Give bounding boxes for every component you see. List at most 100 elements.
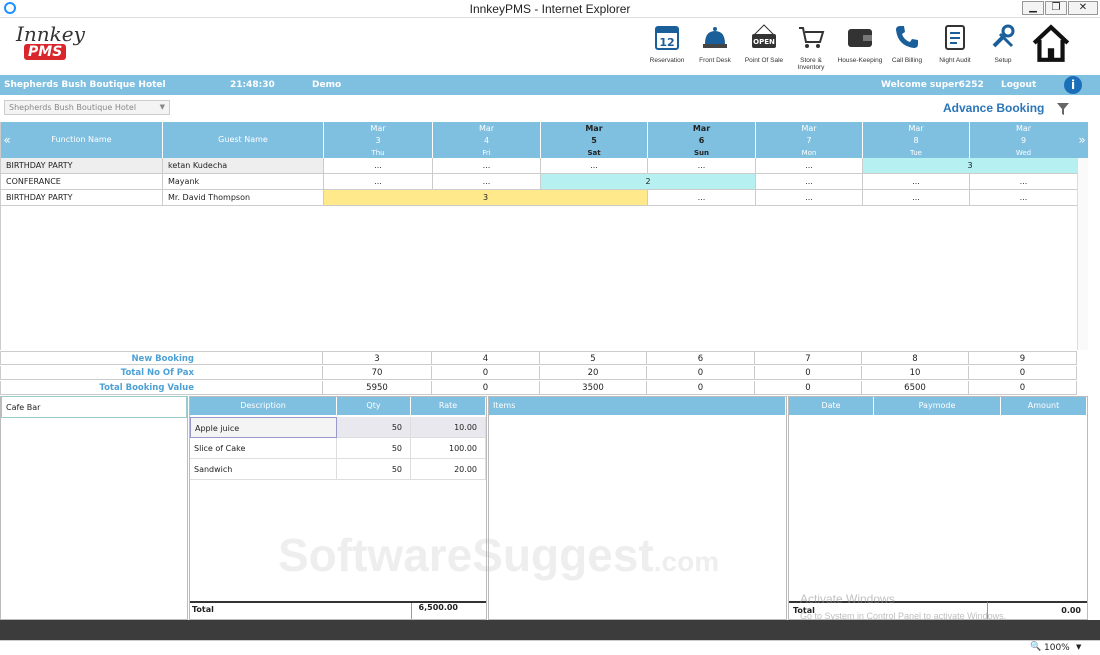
empty-slot-cell[interactable]: ... (648, 158, 756, 174)
booking-block[interactable]: 3 (863, 158, 1078, 174)
night-audit-button[interactable]: Night Audit (930, 22, 980, 72)
status-bar (0, 620, 1100, 640)
zoom-level[interactable]: 100% (1044, 643, 1070, 653)
date-weekday: Sun (693, 149, 709, 157)
empty-slot-cell[interactable]: ... (756, 190, 863, 206)
restore-button[interactable]: ❐ (1045, 1, 1067, 15)
store-inventory-button[interactable]: Store & Inventory (786, 22, 836, 72)
store-inventory-label: Store & Inventory (797, 57, 825, 71)
item-qty-cell[interactable]: 50 (337, 417, 411, 438)
items-table-panel: Description Qty Rate Apple juice 50 10.00 Slic… (189, 396, 487, 620)
svg-text:12: 12 (659, 36, 674, 49)
cart-icon (799, 27, 825, 48)
outlet-item[interactable]: Cafe Bar (1, 396, 187, 418)
date-column-header: Mar 3 Thu (324, 122, 433, 158)
empty-slot-cell[interactable]: ... (324, 174, 433, 190)
items-table-header: Description (190, 397, 337, 415)
summary-value-cell: 3 (323, 351, 432, 365)
reservation-button[interactable]: 12 Reservation (642, 22, 692, 72)
clipboard-icon (945, 25, 965, 50)
summary-value-cell: 20 (540, 366, 647, 380)
activate-windows-title: Activate Windows (800, 592, 895, 606)
item-description-cell[interactable]: Apple juice (190, 417, 337, 438)
empty-slot-cell[interactable]: ... (970, 174, 1078, 190)
empty-slot-cell[interactable]: ... (863, 174, 970, 190)
item-rate-cell[interactable]: 100.00 (411, 438, 486, 459)
info-icon[interactable]: i (1064, 76, 1082, 94)
empty-slot-cell[interactable]: ... (433, 174, 541, 190)
empty-slot-cell[interactable]: ... (648, 190, 756, 206)
payment-table-header: Amount (1001, 397, 1087, 415)
item-rate-cell[interactable]: 20.00 (411, 459, 486, 480)
point-of-sale-button[interactable]: OPEN Point Of Sale (739, 22, 789, 72)
summary-value-cell: 6 (647, 351, 755, 365)
date-day: 6 (698, 136, 705, 145)
guest-name-cell[interactable]: ketan Kudecha (163, 158, 324, 174)
outlet-name: Cafe Bar (6, 403, 41, 412)
date-column-header: Mar 7 Mon (756, 122, 863, 158)
tools-icon (992, 24, 1015, 48)
summary-label: New Booking (0, 351, 323, 365)
booking-block[interactable]: 2 (541, 174, 756, 190)
date-month: Mar (801, 124, 817, 133)
empty-slot-cell[interactable]: ... (970, 190, 1078, 206)
home-icon (1032, 24, 1070, 62)
call-billing-label: Call Billing (891, 57, 923, 64)
summary-value-cell: 3500 (540, 381, 647, 395)
date-weekday: Thu (371, 149, 385, 157)
payment-total-value: 0.00 (987, 601, 1087, 619)
function-name-cell[interactable]: BIRTHDAY PARTY (1, 158, 163, 174)
date-month: Mar (692, 124, 711, 133)
summary-value-cell: 0 (647, 366, 755, 380)
house-keeping-label: House-Keeping (837, 57, 883, 64)
empty-slot-cell[interactable]: ... (756, 158, 863, 174)
function-name-cell[interactable]: CONFERANCE (1, 174, 163, 190)
summary-value-cell: 0 (755, 381, 862, 395)
zoom-chevron-icon[interactable]: ▼ (1076, 643, 1082, 651)
empty-slot-cell[interactable]: ... (324, 158, 433, 174)
summary-value-cell: 6500 (862, 381, 969, 395)
close-button[interactable]: ✕ (1068, 1, 1098, 15)
front-desk-button[interactable]: Front Desk (690, 22, 740, 72)
grid-scrollbar[interactable] (1077, 158, 1088, 350)
filter-icon[interactable] (1056, 102, 1070, 116)
grid-next-button[interactable]: » (1076, 122, 1088, 158)
reservation-label: Reservation (649, 57, 685, 64)
logout-link[interactable]: Logout (1001, 80, 1037, 90)
empty-slot-cell[interactable]: ... (541, 158, 648, 174)
home-button[interactable] (1028, 22, 1074, 72)
open-sign-icon: OPEN (752, 24, 776, 48)
items-total-label: Total (190, 601, 486, 619)
function-name-cell[interactable]: BIRTHDAY PARTY (1, 190, 163, 206)
window-title: InnkeyPMS - Internet Explorer (469, 2, 631, 16)
clock: 21:48:30 (230, 80, 275, 90)
setup-button[interactable]: Setup (978, 22, 1028, 72)
summary-value-cell: 5 (540, 351, 647, 365)
item-description-cell[interactable]: Slice of Cake (190, 438, 337, 459)
minimize-button[interactable]: ▁ (1022, 1, 1044, 15)
item-qty-cell[interactable]: 50 (337, 459, 411, 480)
items-table-header: Rate (411, 397, 486, 415)
hotel-select[interactable]: Shepherds Bush Boutique Hotel ▼ (4, 100, 170, 115)
date-weekday: Sat (587, 149, 601, 157)
item-description-cell[interactable]: Sandwich (190, 459, 337, 480)
payment-panel: Date Paymode Amount Total 0.00 (788, 396, 1088, 620)
empty-slot-cell[interactable]: ... (433, 158, 541, 174)
call-billing-button[interactable]: Call Billing (882, 22, 932, 72)
page-title: Advance Booking (943, 101, 1045, 115)
booking-block[interactable]: 3 (324, 190, 648, 206)
summary-value-cell: 9 (969, 351, 1077, 365)
empty-slot-cell[interactable]: ... (863, 190, 970, 206)
sub-bar: Shepherds Bush Boutique Hotel ▼ Advance … (0, 96, 1100, 122)
empty-slot-cell[interactable]: ... (756, 174, 863, 190)
item-qty-cell[interactable]: 50 (337, 438, 411, 459)
guest-name-cell[interactable]: Mayank (163, 174, 324, 190)
grid-prev-button[interactable]: « (1, 122, 13, 158)
house-keeping-button[interactable]: House-Keeping (835, 22, 885, 72)
calendar-icon: 12 (655, 26, 679, 50)
date-month: Mar (478, 124, 495, 133)
item-rate-cell[interactable]: 10.00 (411, 417, 486, 438)
chevron-down-icon: ▼ (159, 103, 165, 111)
hotel-select-value: Shepherds Bush Boutique Hotel (9, 103, 137, 112)
guest-name-cell[interactable]: Mr. David Thompson (163, 190, 324, 206)
